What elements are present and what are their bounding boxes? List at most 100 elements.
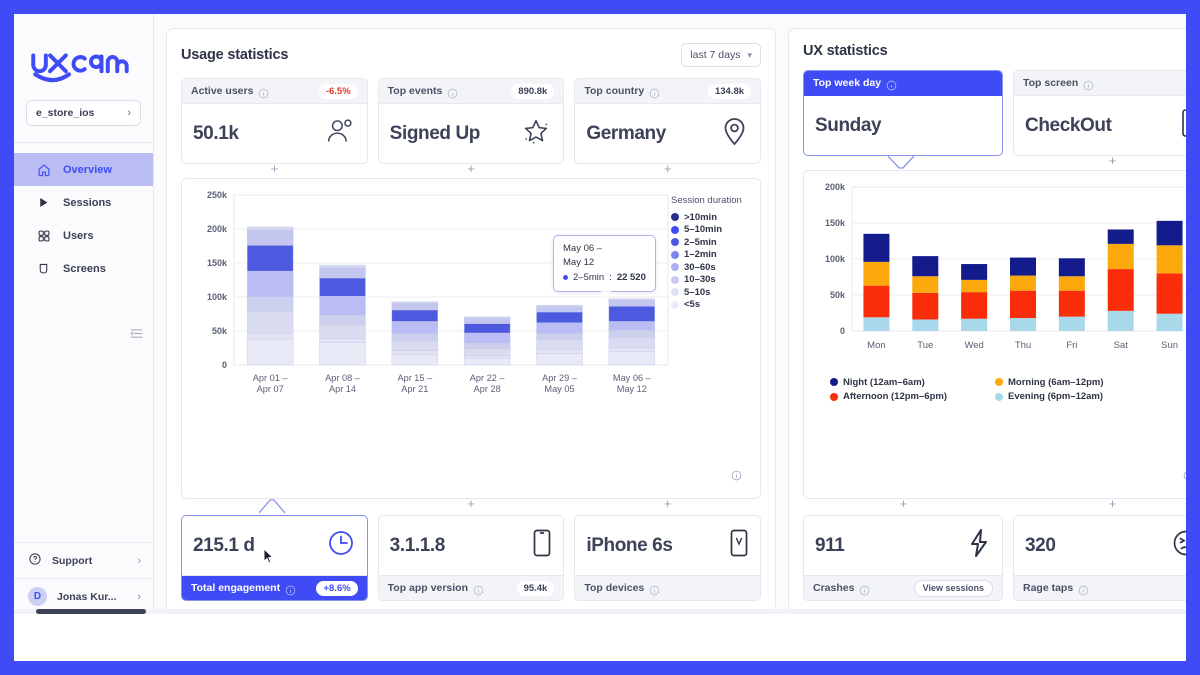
- usage-top-connectors: + + +: [181, 161, 761, 178]
- kpi-card-top-devices[interactable]: Top devices iPhone 6s: [574, 515, 762, 601]
- svg-text:Wed: Wed: [964, 340, 983, 351]
- weekday-chart: 0 50k 100k 150k 200k Mon Tue Wed Thu Fri Sat Sun Ni…: [803, 170, 1186, 499]
- star-icon: [521, 116, 551, 151]
- svg-text:Fri: Fri: [1066, 340, 1077, 351]
- horizontal-scrollbar-thumb[interactable]: [36, 609, 146, 614]
- legend-label: 2–5min: [684, 236, 717, 248]
- add-card-icon[interactable]: +: [467, 496, 475, 511]
- kpi-card-top-week-day[interactable]: Top week day Sunday: [803, 70, 1003, 156]
- kpi-footer: Rage taps: [1014, 575, 1186, 600]
- sidebar-item-users[interactable]: Users: [14, 219, 153, 252]
- kpi-body: 911: [804, 516, 1002, 575]
- kpi-card-rage-taps[interactable]: Rage taps 320: [1013, 515, 1186, 601]
- app-window: e_store_ios › Overview Sessions: [14, 14, 1186, 614]
- sidebar-item-label: Sessions: [63, 196, 112, 209]
- kpi-card-top-events[interactable]: Top events 890.8k Signed Up: [377, 78, 565, 164]
- info-icon[interactable]: [1183, 468, 1186, 486]
- kpi-card-top-screen[interactable]: Top screen CheckOut: [1013, 70, 1186, 156]
- add-card-icon[interactable]: +: [663, 161, 672, 176]
- legend-color-dot: [830, 378, 838, 387]
- info-icon[interactable]: [859, 583, 870, 595]
- kpi-header: Active users -6.5%: [182, 79, 367, 104]
- chevron-right-icon: ›: [137, 590, 141, 603]
- sidebar-item-label: Screens: [63, 262, 106, 275]
- kpi-body: 3.1.1.8: [379, 516, 564, 575]
- legend-label: 10–30s: [684, 274, 716, 286]
- info-icon[interactable]: [649, 583, 660, 595]
- screen-icon: [36, 261, 51, 276]
- info-icon[interactable]: [731, 468, 742, 486]
- svg-text:Apr 22 –: Apr 22 –: [470, 373, 506, 383]
- sidebar-item-support[interactable]: Support ›: [14, 542, 153, 578]
- legend-color-dot: [830, 392, 838, 401]
- sidebar-item-label: Overview: [63, 163, 112, 176]
- help-circle-icon: [28, 552, 42, 569]
- add-card-icon[interactable]: +: [467, 161, 475, 176]
- kpi-card-top-country[interactable]: Top country 134.8k Germany: [574, 78, 762, 164]
- app-frame: e_store_ios › Overview Sessions: [14, 14, 1186, 661]
- legend-color-dot: [995, 392, 1003, 401]
- kpi-label: Top events: [387, 85, 443, 97]
- legend-color-dot: [671, 300, 679, 309]
- map-pin-icon: [721, 116, 748, 151]
- info-icon[interactable]: [1078, 583, 1089, 595]
- info-icon[interactable]: [258, 86, 269, 98]
- legend-label: Afternoon (12pm–6pm): [843, 391, 947, 403]
- kpi-value: 320: [1025, 534, 1056, 556]
- kpi-badge: 890.8k: [511, 83, 555, 99]
- svg-text:May 06 –: May 06 –: [613, 373, 652, 383]
- legend-label: 5–10s: [684, 286, 711, 298]
- legend-item: 30–60s: [671, 261, 742, 274]
- ux-panel-header: UX statistics: [803, 43, 1186, 59]
- phone-screen-icon: [1182, 109, 1186, 142]
- collapse-sidebar-icon[interactable]: [130, 326, 143, 338]
- add-card-icon[interactable]: +: [899, 496, 908, 511]
- avatar: D: [28, 587, 47, 606]
- kpi-label: Rage taps: [1023, 582, 1074, 594]
- kpi-value: 50.1k: [193, 122, 239, 144]
- view-sessions-button[interactable]: View sessions: [913, 579, 993, 597]
- session-duration-chart: 0 50k 100k 150k 200k 250k Apr 01 – Apr 07 Apr 08…: [181, 178, 761, 499]
- usage-bottom-cards: Total engagement +8.6% 215.1 d: [181, 515, 762, 601]
- svg-text:0: 0: [840, 326, 845, 336]
- kpi-label: Active users: [191, 85, 254, 97]
- svg-text:Sat: Sat: [1114, 340, 1129, 351]
- info-icon[interactable]: [285, 583, 296, 595]
- info-icon[interactable]: [447, 86, 458, 98]
- account-name: Jonas Kur...: [57, 590, 117, 603]
- sidebar-item-sessions[interactable]: Sessions: [14, 186, 153, 219]
- kpi-body: Germany: [575, 104, 760, 163]
- legend-title-text: Session duration: [671, 195, 742, 206]
- usage-bottom-connectors: + +: [181, 496, 761, 515]
- info-icon[interactable]: [649, 86, 660, 98]
- kpi-card-total-engagement[interactable]: Total engagement +8.6% 215.1 d: [181, 515, 368, 601]
- project-selector[interactable]: e_store_ios ›: [26, 100, 141, 126]
- ux-page-title: UX statistics: [803, 43, 888, 59]
- chart-tooltip: May 06 – May 12 2–5min: 22 520: [553, 235, 656, 299]
- sidebar-item-screens[interactable]: Screens: [14, 252, 153, 285]
- info-icon[interactable]: [473, 583, 484, 595]
- svg-text:Apr 21: Apr 21: [401, 384, 428, 394]
- add-card-icon[interactable]: +: [1108, 496, 1117, 511]
- phone-icon: [533, 529, 551, 562]
- angry-face-icon: [1172, 529, 1186, 562]
- sidebar-item-overview[interactable]: Overview: [14, 153, 153, 186]
- date-range-select[interactable]: last 7 days ▾: [681, 43, 761, 67]
- kpi-card-top-app-version[interactable]: Top app version 95.4k 3.1.1.8: [377, 515, 565, 601]
- kpi-badge: +8.6%: [316, 580, 358, 596]
- add-card-icon[interactable]: +: [270, 161, 279, 176]
- info-icon[interactable]: [886, 78, 897, 90]
- info-icon[interactable]: [1083, 78, 1094, 90]
- sidebar-item-account[interactable]: D Jonas Kur... ›: [14, 578, 153, 614]
- kpi-value: Sunday: [815, 114, 882, 136]
- add-card-icon[interactable]: +: [663, 496, 672, 511]
- kpi-card-active-users[interactable]: Active users -6.5% 50.1k: [181, 78, 368, 164]
- kpi-label: Top app version: [387, 582, 468, 594]
- ux-top-connectors: +: [803, 153, 1186, 170]
- horizontal-scrollbar-track[interactable]: [14, 609, 1186, 614]
- svg-text:Apr 07: Apr 07: [257, 384, 284, 394]
- svg-text:Apr 08 –: Apr 08 –: [325, 373, 361, 383]
- add-card-icon[interactable]: +: [1108, 153, 1117, 168]
- kpi-card-crashes[interactable]: Crashes View sessions 911: [803, 515, 1003, 601]
- svg-text:250k: 250k: [207, 190, 228, 200]
